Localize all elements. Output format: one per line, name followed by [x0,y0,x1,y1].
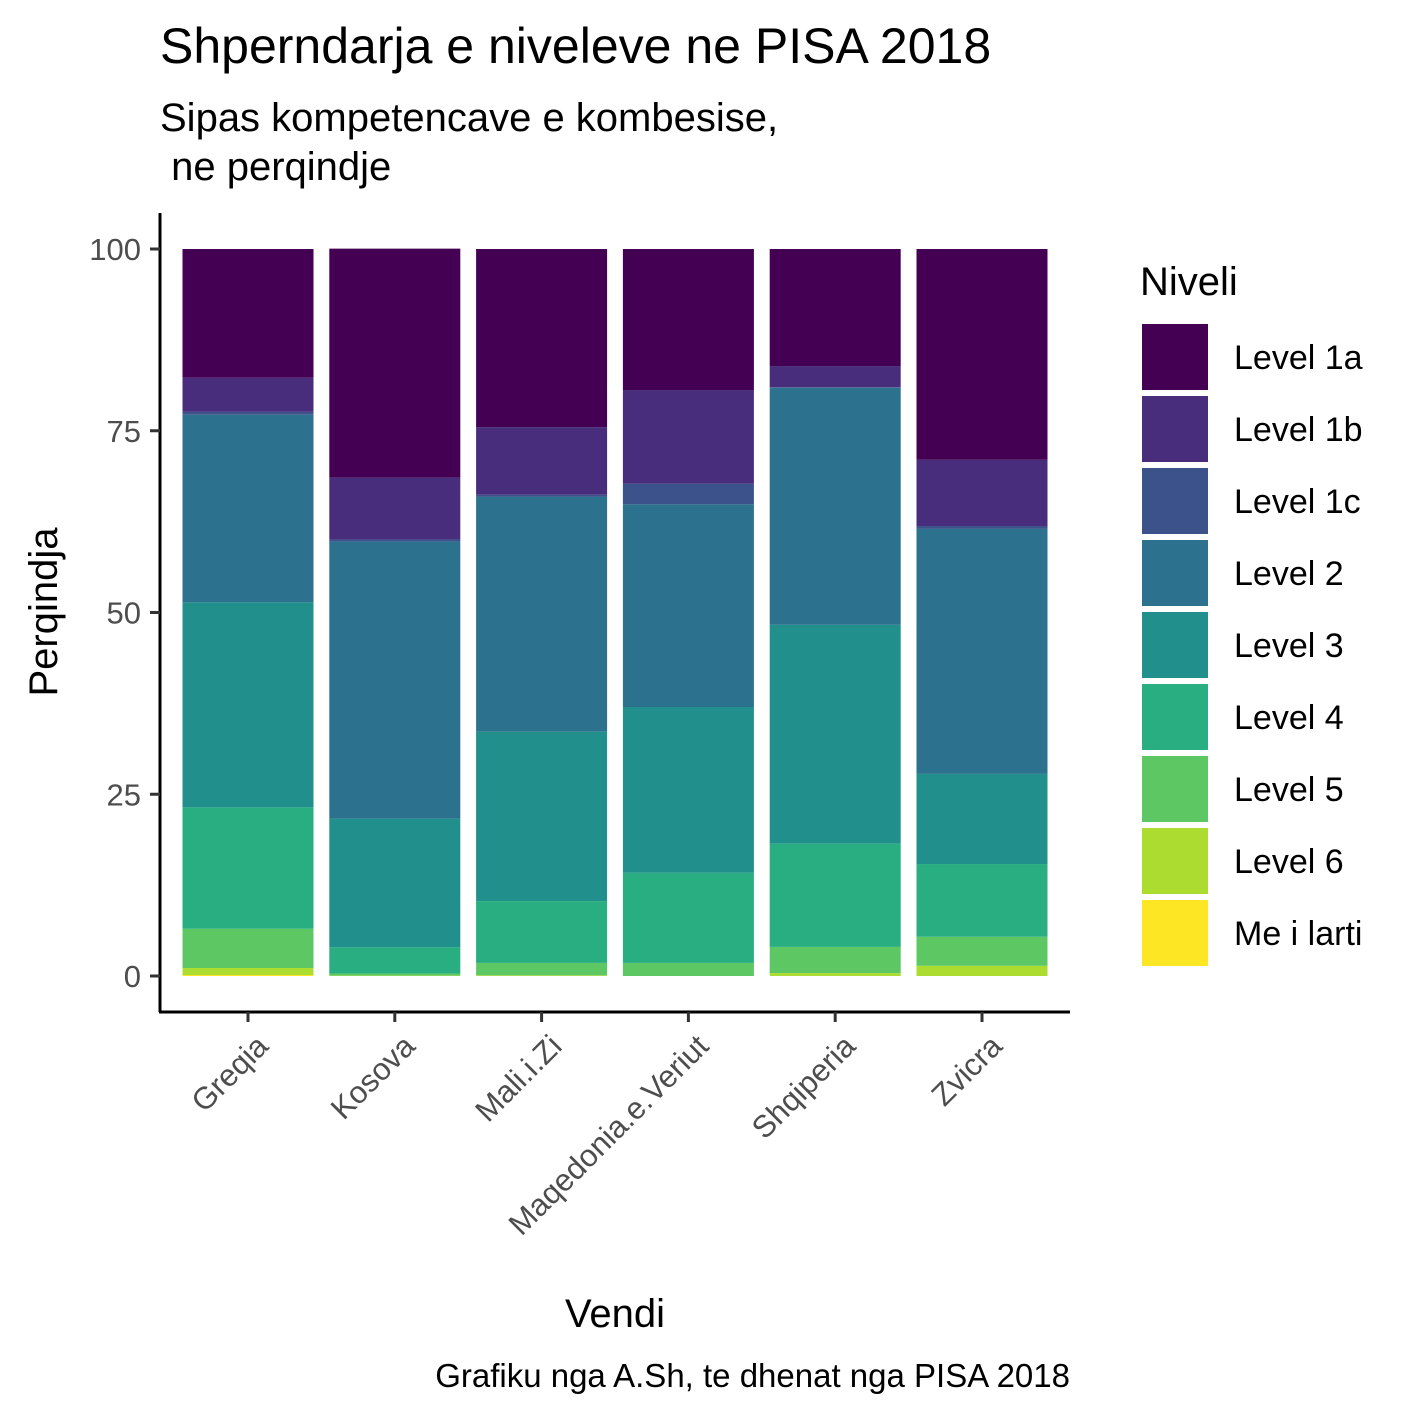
bar-segment-Greqia-Level-5 [182,928,314,969]
bar-segment-Mali.i.Zi-Level-2 [476,496,608,732]
bar-segment-Zvicra-Level-1b [916,459,1048,526]
x-tick-label: Kosova [324,1028,422,1126]
bar-segment-Zvicra-Level-2 [916,528,1048,774]
x-tick-label: Zvicra [925,1028,1010,1113]
bar-segment-Shqiperia-Level-4 [769,843,901,947]
x-tick-label: Shqiperia [745,1028,863,1146]
bar-segment-Zvicra-Level-4 [916,864,1048,937]
legend: Level 1a Level 1b Level 1c Level 2 Level 3 Le… [1142,324,1363,966]
bar-segment-Maqedonia.e.Veriut-Level-2 [622,504,754,708]
y-tick-label: 75 [107,414,141,449]
x-axis-title: Vendi [565,1292,665,1336]
legend-key-Level-5 [1142,756,1208,822]
bar-segment-Shqiperia-Level-2 [769,387,901,625]
bar-segment-Mali.i.Zi-Level-4 [476,901,608,963]
bar-segment-Kosova-Level-1b [329,477,461,540]
bar-segment-Maqedonia.e.Veriut-Level-3 [622,707,754,873]
legend-title: Niveli [1140,260,1238,304]
bar-segment-Shqiperia-Level-1a [769,249,901,367]
bar-segment-Maqedonia.e.Veriut-Level-1a [622,249,754,391]
bar-segment-Greqia-Level-1c [182,411,314,415]
bar-segment-Greqia-Level-2 [182,414,314,603]
legend-key-Level-3 [1142,612,1208,678]
bar-segment-Maqedonia.e.Veriut-Level-1c [622,483,754,505]
bar-segment-Greqia-Level-3 [182,602,314,808]
bar-segment-Mali.i.Zi-Level-5 [476,962,608,976]
legend-label: Me i larti [1234,915,1362,953]
x-tick-label: Greqia [184,1028,275,1119]
legend-key-Level-2 [1142,540,1208,606]
chart-subtitle-line-1: Sipas kompetencave e kombesise, [160,96,778,140]
y-tick-label: 100 [89,232,141,267]
y-tick-label: 25 [107,777,141,812]
chart-subtitle-line-2: ne perqindje [160,145,391,189]
legend-label: Level 2 [1234,555,1344,593]
y-axis-title: Perqindja [22,527,66,697]
legend-label: Level 5 [1234,771,1344,809]
bar-segment-Greqia-Level-4 [182,807,314,929]
bar-segment-Zvicra-Level-6 [916,965,1048,976]
legend-label: Level 1a [1234,339,1363,377]
bar-segment-Mali.i.Zi-Level-1c [476,494,608,497]
legend-key-Level-6 [1142,828,1208,894]
y-tick-label: 0 [124,959,141,994]
bar-segment-Shqiperia-Level-1b [769,366,901,388]
bar-segment-Shqiperia-Level-5 [769,946,901,974]
bar-segment-Kosova-Level-3 [329,818,461,948]
bar-segment-Kosova-Level-5 [329,973,461,976]
legend-label: Level 1c [1234,483,1361,521]
bar-segment-Maqedonia.e.Veriut-Level-4 [622,872,754,963]
bar-segment-Kosova-Level-1a [329,248,461,478]
x-tick-label: Mali.i.Zi [468,1028,568,1128]
legend-key-Level-1b [1142,396,1208,462]
bar-segment-Greqia-Level-6 [182,968,314,975]
chart-title: Shperndarja e niveleve ne PISA 2018 [160,18,991,74]
legend-key-Me-i-larti [1142,900,1208,966]
bar-segment-Shqiperia-Level-6 [769,973,901,976]
bar-segment-Shqiperia-Level-3 [769,624,901,844]
bar-segment-Zvicra-Level-1a [916,249,1048,460]
bars-group [182,248,1048,976]
legend-key-Level-1c [1142,468,1208,534]
bar-segment-Kosova-Level-1c [329,539,461,542]
bar-segment-Greqia-Level-1b [182,377,314,412]
y-ticks: 0 25 50 75 100 [89,232,160,994]
y-tick-label: 50 [107,596,141,631]
bar-segment-Mali.i.Zi-Level-3 [476,731,608,902]
bar-segment-Mali.i.Zi-Level-6 [476,975,608,976]
bar-segment-Kosova-Level-2 [329,541,461,819]
legend-label: Level 4 [1234,699,1344,737]
chart-caption: Grafiku nga A.Sh, te dhenat nga PISA 201… [435,1357,1070,1394]
bar-segment-Zvicra-Level-1c [916,525,1048,529]
bar-segment-Zvicra-Level-5 [916,936,1048,966]
bar-segment-Kosova-Level-4 [329,947,461,974]
legend-key-Level-1a [1142,324,1208,390]
bar-segment-Greqia-Level-1a [182,249,314,378]
legend-label: Level 6 [1234,843,1344,881]
legend-label: Level 1b [1234,411,1363,449]
bar-segment-Mali.i.Zi-Level-1a [476,249,608,428]
bar-segment-Mali.i.Zi-Level-1b [476,427,608,495]
legend-label: Level 3 [1234,627,1344,665]
bar-segment-Greqia-Me-i-larti [182,974,314,976]
bar-segment-Shqiperia-Level-1c [769,387,901,388]
legend-key-Level-4 [1142,684,1208,750]
bar-segment-Zvicra-Level-3 [916,773,1048,865]
bar-segment-Maqedonia.e.Veriut-Level-1b [622,390,754,484]
bar-segment-Maqedonia.e.Veriut-Level-5 [622,962,754,976]
